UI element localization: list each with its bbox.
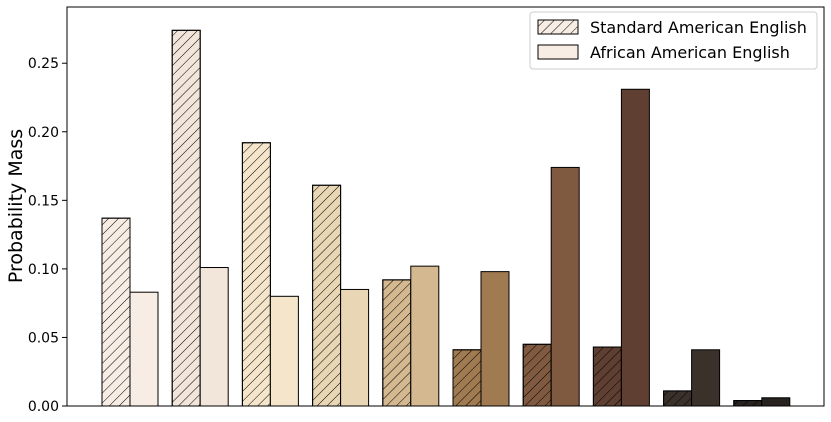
bar-aae-1 [129, 291, 159, 407]
bar-aae-2 [199, 267, 229, 407]
y-axis: 0.00 0.05 0.10 0.15 0.20 0.25 [28, 56, 67, 415]
legend-swatch-hatch [537, 19, 579, 35]
bar-hatch-4 [312, 184, 342, 407]
bar-hatch-8 [592, 346, 622, 407]
legend-label-sae: Standard American English [590, 18, 807, 37]
bar-hatch-3 [241, 142, 271, 407]
bar-aae-4 [340, 288, 370, 407]
y-tick-label: 0.10 [28, 262, 59, 278]
bar-hatch-7 [522, 343, 552, 407]
bar-aae-8 [620, 88, 650, 407]
bars-layer [101, 29, 791, 407]
bar-hatch-5 [382, 279, 412, 407]
y-axis-title: Probability Mass [5, 129, 27, 283]
y-tick-label: 0.00 [28, 399, 59, 415]
y-tick-label: 0.25 [28, 56, 59, 72]
legend: Standard American English African America… [529, 11, 818, 70]
bar-hatch-2 [171, 29, 201, 407]
bar-hatch-9 [663, 390, 693, 407]
bar-hatch-10 [733, 400, 763, 407]
bar-hatch-1 [101, 217, 131, 407]
legend-frame [529, 11, 818, 70]
bar-aae-9 [691, 349, 721, 407]
bar-aae-3 [269, 295, 299, 407]
bar-aae-10 [761, 397, 791, 407]
bar-aae-6 [480, 271, 510, 407]
bar-hatch-6 [452, 349, 482, 407]
legend-label-aae: African American English [590, 43, 790, 62]
plot-frame [66, 6, 825, 407]
bar-aae-5 [410, 265, 440, 407]
legend-swatch-aae [537, 44, 579, 60]
y-tick-label: 0.15 [28, 193, 59, 209]
y-tick-label: 0.05 [28, 330, 59, 346]
bar-aae-7 [550, 166, 580, 407]
y-tick-label: 0.20 [28, 125, 59, 141]
